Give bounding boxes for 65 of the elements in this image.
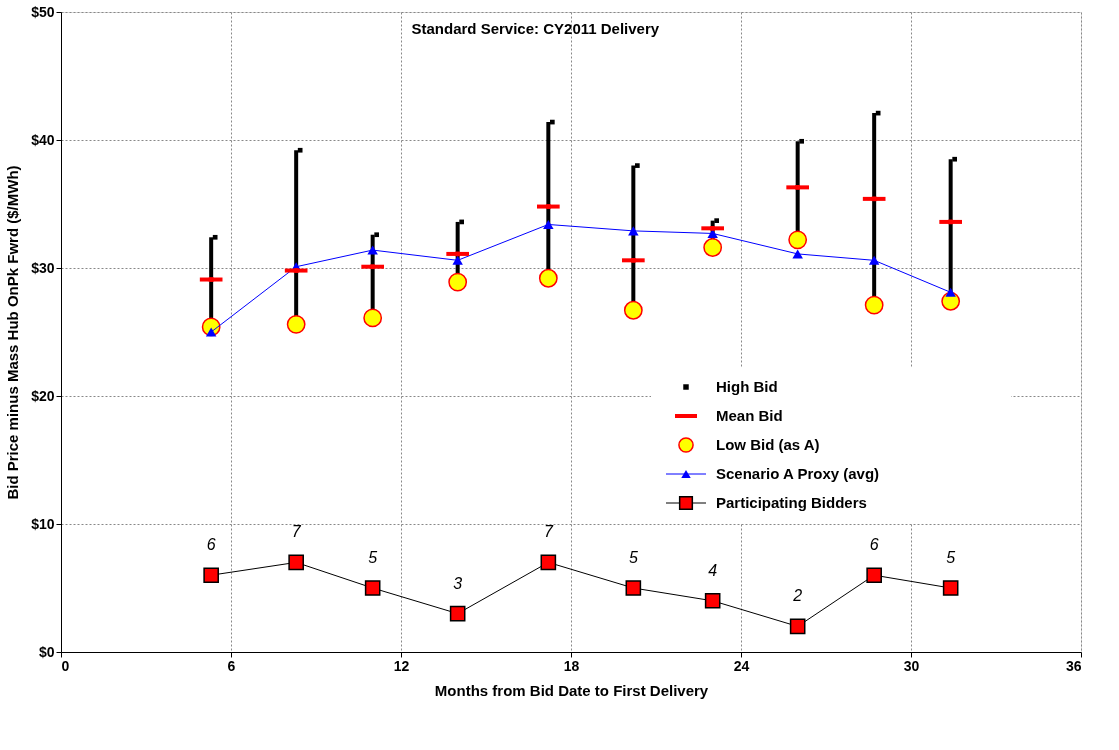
point (945, 287, 956, 297)
point (628, 226, 639, 236)
y-tick-label: $40 (31, 131, 55, 148)
x-axis-title: Months from Bid Date to First Delivery (434, 681, 709, 699)
point (703, 238, 723, 257)
legend-label: High Bid (716, 378, 778, 395)
point (625, 580, 642, 596)
point (288, 554, 304, 571)
point (948, 219, 954, 225)
y-tick-label: $20 (31, 387, 55, 404)
y-tick-label: $10 (31, 515, 55, 532)
point (795, 185, 801, 190)
legend-label: Mean Bid (716, 407, 783, 424)
x-tick-label: 36 (1065, 657, 1082, 674)
x-tick-label: 12 (393, 657, 410, 674)
point (286, 314, 306, 334)
legend-label: Participating Bidders (716, 494, 867, 511)
point (363, 308, 383, 328)
data-label: 7 (543, 523, 554, 541)
data-label: 5 (368, 549, 378, 566)
legend-label: Scenario A Proxy (avg) (716, 465, 880, 482)
point (364, 580, 381, 596)
data-label: 6 (869, 536, 879, 554)
point (455, 251, 461, 257)
x-tick-label: 30 (903, 657, 920, 674)
point (868, 255, 880, 265)
point (942, 580, 959, 596)
point (203, 567, 219, 584)
y-tick-label: $0 (38, 643, 55, 660)
point (449, 605, 466, 622)
point (293, 268, 299, 273)
data-label: 4 (708, 561, 718, 579)
point (871, 196, 877, 202)
data-label: 5 (628, 549, 638, 566)
point (370, 264, 376, 270)
point (623, 300, 643, 320)
y-axis-title: Bid Price minus Mass Hub OnPk Fwrd ($/MWh) (4, 165, 22, 500)
point (208, 277, 214, 282)
data-label: 5 (946, 549, 956, 566)
point (866, 567, 882, 584)
point (789, 618, 806, 635)
y-tick-label: $50 (31, 3, 55, 20)
text: Standard Service: CY2011 Delivery (411, 20, 660, 37)
y-tick-label: $30 (31, 259, 55, 276)
legend-label: Low Bid (as A) (716, 436, 820, 453)
point (545, 204, 551, 209)
point (448, 272, 468, 292)
x-tick-label: 24 (733, 657, 750, 674)
x-tick-label: 6 (227, 657, 236, 674)
point (540, 554, 557, 571)
point (452, 255, 463, 265)
point (704, 592, 721, 609)
point (543, 219, 554, 230)
point (788, 230, 808, 250)
x-tick-label: 0 (61, 657, 70, 674)
data-label: 7 (291, 523, 302, 541)
point (630, 257, 636, 263)
data-label: 2 (792, 587, 803, 605)
point (538, 268, 558, 288)
point (864, 295, 884, 315)
x-tick-label: 18 (563, 657, 580, 674)
data-label: 6 (206, 536, 216, 554)
data-label: 3 (453, 574, 463, 592)
point (710, 225, 716, 231)
point (367, 245, 378, 255)
